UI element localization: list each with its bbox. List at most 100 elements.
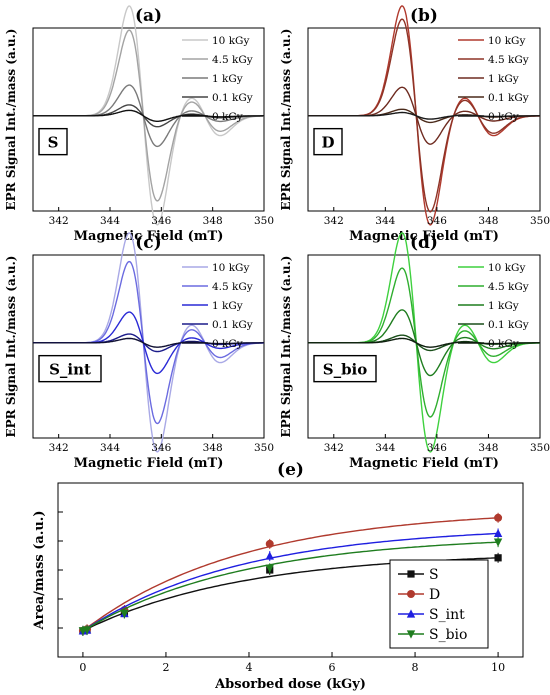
- epr-panel-1: (b) 342 344 346 348 350 Magnetic Field (mT) EPR…: [279, 5, 550, 244]
- legend-label: 1 kGy: [212, 300, 243, 312]
- legend-label: 4.5 kGy: [212, 54, 253, 66]
- x-tick-label: 346: [427, 215, 447, 227]
- y-axis-label: EPR Signal Int./mass (a.u.): [279, 256, 293, 438]
- spectrum-lines: [308, 5, 540, 226]
- x-tick-label: 346: [151, 215, 171, 227]
- legend-label: 1 kGy: [488, 73, 519, 85]
- data-point: [265, 564, 274, 573]
- sample-box: [38, 354, 102, 383]
- x-tick-label: 348: [478, 215, 498, 227]
- legend-label: S: [429, 567, 439, 583]
- chart-title: (e): [277, 460, 304, 480]
- x-tick-label: 346: [151, 442, 171, 454]
- x-tick-label: 344: [100, 215, 120, 227]
- y-axis-label: Area/mass (a.u.): [32, 511, 47, 631]
- x-tick-label: 348: [203, 215, 223, 227]
- x-axis-label: Absorbed dose (kGy): [214, 677, 366, 692]
- spectrum-lines: [308, 232, 540, 453]
- x-tick-label: 342: [49, 215, 69, 227]
- x-tick-label: 348: [203, 442, 223, 454]
- legend-label: 10 kGy: [488, 35, 525, 47]
- data-point: [494, 554, 502, 562]
- legend: 10 kGy 4.5 kGy 1 kGy 0.1 kGy 0 kGy: [458, 35, 529, 123]
- legend-label: 4.5 kGy: [488, 54, 529, 66]
- x-axis-label: Magnetic Field (mT): [74, 229, 224, 244]
- epr-panel-3: (d) 342 344 346 348 350 Magnetic Field (mT) EPR…: [279, 232, 550, 471]
- sample-box: [313, 354, 377, 383]
- legend-label: 10 kGy: [212, 35, 249, 47]
- legend-label: 0 kGy: [488, 111, 519, 123]
- x-tick-label: 350: [530, 442, 550, 454]
- data-point: [493, 538, 503, 547]
- x-tick-label: 2: [162, 661, 169, 674]
- spectrum-line: [308, 337, 540, 348]
- x-tick-label: 344: [375, 215, 395, 227]
- panel-letter: (b): [410, 6, 438, 26]
- legend-label: 0.1 kGy: [488, 319, 529, 331]
- legend-label: 1 kGy: [488, 300, 519, 312]
- y-axis-label: EPR Signal Int./mass (a.u.): [279, 29, 293, 211]
- y-axis-label: EPR Signal Int./mass (a.u.): [4, 29, 18, 211]
- spectrum-line: [308, 111, 540, 120]
- x-axis-label: Magnetic Field (mT): [349, 229, 499, 244]
- legend-label: 0 kGy: [212, 111, 243, 123]
- panel-letter: (c): [135, 233, 161, 253]
- data-point: [407, 570, 415, 578]
- sample-box: [313, 127, 343, 156]
- data-point: [82, 626, 92, 635]
- data-point: [265, 551, 274, 560]
- legend-label: 0.1 kGy: [212, 92, 253, 104]
- dose-chart: (e) 0 2 4 6 8 10 Absorbed dose (kGy) Area/mass (…: [32, 460, 524, 692]
- plot-frame: [307, 27, 541, 212]
- legend-label: 10 kGy: [212, 262, 249, 274]
- x-tick-label: 342: [324, 215, 344, 227]
- legend-label: 1 kGy: [212, 73, 243, 85]
- legend: 10 kGy 4.5 kGy 1 kGy 0.1 kGy 0 kGy: [458, 262, 529, 350]
- data-point: [406, 609, 416, 618]
- sample-label: S: [48, 134, 59, 152]
- data-point: [407, 590, 415, 598]
- legend-label: 0 kGy: [212, 338, 243, 350]
- x-tick-label: 350: [530, 215, 550, 227]
- spectrum-line: [33, 109, 264, 122]
- x-tick-label: 342: [324, 442, 344, 454]
- x-tick-label: 346: [427, 442, 447, 454]
- data-point: [493, 528, 503, 538]
- legend-label: S_bio: [429, 627, 467, 643]
- x-tick-label: 0: [79, 661, 86, 674]
- x-tick-label: 8: [412, 661, 419, 674]
- x-axis-label: Magnetic Field (mT): [349, 456, 499, 471]
- legend-label: D: [429, 587, 440, 603]
- panel-letter: (a): [135, 6, 162, 26]
- epr-panel-0: (a) 342 344 346 348 350 Magnetic Field (mT) EPR…: [4, 5, 274, 244]
- fit-curve: [82, 517, 499, 632]
- x-tick-label: 10: [491, 661, 505, 674]
- plot-frame: [32, 27, 265, 212]
- legend-label: 10 kGy: [488, 262, 525, 274]
- legend-label: 0 kGy: [488, 338, 519, 350]
- legend: 10 kGy 4.5 kGy 1 kGy 0.1 kGy 0 kGy: [182, 35, 253, 123]
- panel-letter: (d): [410, 233, 438, 253]
- series-S_bio: [78, 537, 503, 636]
- sample-box: [38, 127, 68, 156]
- x-tick-label: 6: [329, 661, 336, 674]
- legend-label: 0.1 kGy: [212, 319, 253, 331]
- data-point: [265, 539, 274, 548]
- epr-panel-2: (c) 342 344 346 348 350 Magnetic Field (mT) EPR…: [4, 232, 274, 471]
- x-tick-label: 350: [254, 215, 274, 227]
- y-axis-label: EPR Signal Int./mass (a.u.): [4, 256, 18, 438]
- x-tick-label: 342: [49, 442, 69, 454]
- x-axis-label: Magnetic Field (mT): [74, 456, 224, 471]
- sample-label: S_int: [49, 361, 91, 379]
- fit-curve: [82, 532, 499, 632]
- data-point: [120, 609, 129, 619]
- legend: 10 kGy 4.5 kGy 1 kGy 0.1 kGy 0 kGy: [182, 262, 253, 350]
- legend: SD S_int S_bio: [389, 559, 489, 649]
- x-tick-label: 4: [245, 661, 252, 674]
- x-tick-label: 344: [100, 442, 120, 454]
- legend-label: 0.1 kGy: [488, 92, 529, 104]
- spectrum-lines: [33, 232, 264, 453]
- legend-label: 4.5 kGy: [488, 281, 529, 293]
- plot-frame: [307, 254, 541, 439]
